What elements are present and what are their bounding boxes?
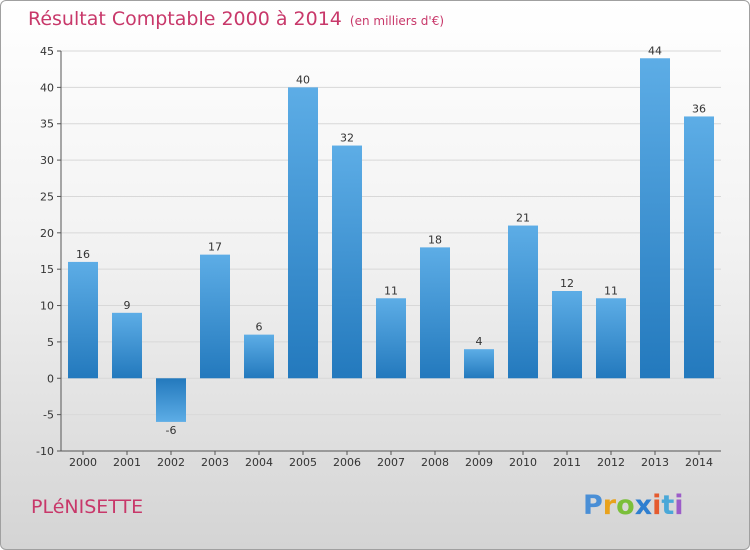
x-tick-label: 2013 [641,456,669,469]
x-tick-label: 2011 [553,456,581,469]
bar-2003 [200,254,230,379]
y-tick-label: 25 [40,190,54,203]
y-tick-label: 10 [40,300,54,313]
data-label-2001: 9 [124,299,131,312]
data-label-2007: 11 [384,284,398,297]
bar-2001 [112,312,142,379]
x-tick-label: 2008 [421,456,449,469]
y-tick-label: 5 [47,336,54,349]
data-label-2006: 32 [340,132,354,145]
data-label-2012: 11 [604,284,618,297]
bar-2008 [420,247,450,379]
logo-letter: t [661,490,675,521]
x-tick-label: 2012 [597,456,625,469]
y-tick-label: 40 [40,81,54,94]
y-tick-label: 30 [40,154,54,167]
x-tick-label: 2010 [509,456,537,469]
bar-2012 [596,298,626,379]
x-tick-label: 2014 [685,456,713,469]
logo-letter: P [583,490,603,521]
bar-2011 [552,291,582,379]
bar-2002 [156,378,186,422]
logo-letter: i [652,490,662,521]
x-tick-label: 2001 [113,456,141,469]
bar-2007 [376,298,406,379]
data-label-2000: 16 [76,248,90,261]
bar-2005 [288,87,318,379]
bar-2006 [332,145,362,379]
bar-2010 [508,225,538,379]
x-tick-label: 2002 [157,456,185,469]
data-label-2003: 17 [208,241,222,254]
logo-letter: x [634,490,653,521]
y-tick-label: 15 [40,263,54,276]
x-tick-label: 2004 [245,456,273,469]
y-tick-label: -5 [43,409,54,422]
x-tick-label: 2005 [289,456,317,469]
proxiti-logo: Proxiti [583,490,684,521]
data-label-2010: 21 [516,212,530,225]
chart-subtitle: (en milliers d'€) [349,14,445,28]
y-tick-label: 0 [47,372,54,385]
data-label-2009: 4 [476,335,483,348]
data-label-2011: 12 [560,277,574,290]
bar-2000 [68,261,98,379]
bar-2013 [640,58,670,379]
x-tick-label: 2009 [465,456,493,469]
chart-title-text: Résultat Comptable 2000 à 2014 [28,8,342,30]
data-label-2002: -6 [166,424,177,437]
data-label-2013: 44 [648,44,662,57]
data-label-2008: 18 [428,233,442,246]
bar-2009 [464,349,494,379]
bar-2014 [684,116,714,379]
y-tick-label: -10 [36,445,54,458]
logo-letter: o [616,490,635,521]
chart-title: Résultat Comptable 2000 à 2014 (en millie… [28,8,444,30]
x-tick-label: 2003 [201,456,229,469]
location-name: PLéNISETTE [31,496,144,518]
data-label-2014: 36 [692,102,706,115]
x-tick-label: 2000 [69,456,97,469]
y-tick-label: 35 [40,118,54,131]
data-label-2005: 40 [296,73,310,86]
y-tick-label: 45 [40,45,54,58]
y-tick-label: 20 [40,227,54,240]
logo-letter: r [602,490,617,521]
x-tick-label: 2006 [333,456,361,469]
data-label-2004: 6 [256,321,263,334]
logo-letter: i [674,490,684,521]
bar-2004 [244,334,274,379]
x-tick-label: 2007 [377,456,405,469]
